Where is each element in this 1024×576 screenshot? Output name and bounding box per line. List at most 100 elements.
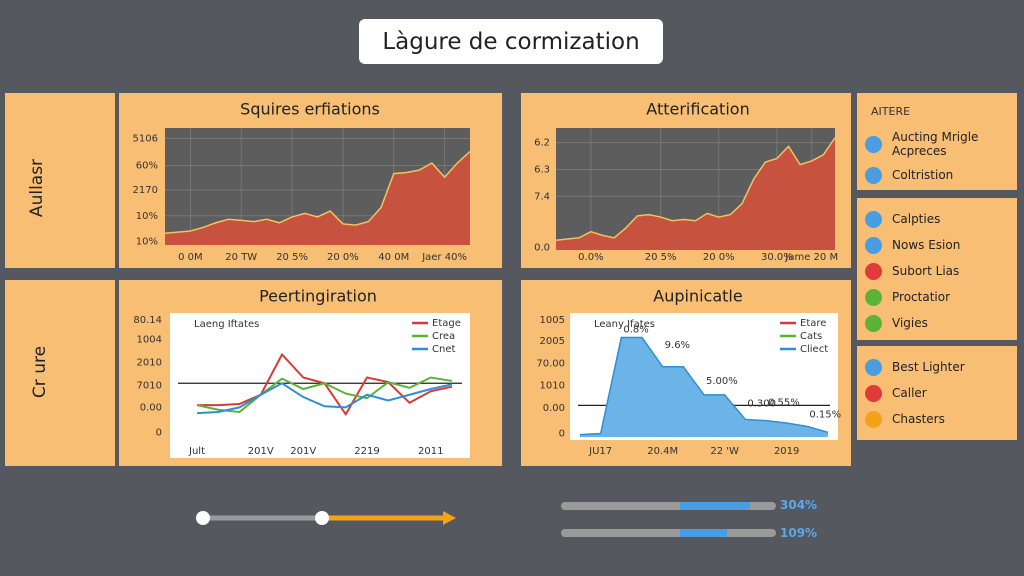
legend-text: Calpties: [892, 212, 941, 226]
legend-text: Subort Lias: [892, 264, 960, 278]
legend-label: Crea: [432, 331, 455, 342]
legend-dot: [865, 384, 882, 402]
legend-item: Vigies: [865, 310, 1009, 336]
legend-dot: [865, 236, 882, 254]
area-line: [555, 137, 836, 241]
legend-dot: [865, 314, 882, 332]
panel-title: AITERE: [871, 105, 911, 118]
x-tick-label: 20 5%: [276, 252, 308, 263]
legend-panel: AITERE Aucting Mrigle Acpreces Coltristion: [857, 93, 1017, 190]
legend-item: Subort Lias: [865, 258, 1009, 284]
y-tick-label: 6.3: [534, 164, 550, 175]
page-title: Làgure de cormization: [359, 19, 663, 64]
legend-panel: Best Lighter Caller Chasters: [857, 346, 1017, 440]
y-tick-label: 5106: [133, 134, 158, 145]
x-tick-label: 201V: [248, 446, 274, 457]
annotation: 5.00%: [706, 376, 738, 387]
annotation: 0.300: [747, 398, 776, 409]
legend-dot: [865, 358, 882, 376]
y-tick-label: 70.00: [536, 358, 565, 369]
legend-item: Calpties: [865, 206, 1009, 232]
legend-label: Etare: [800, 318, 826, 329]
progress-label: 109%: [780, 526, 818, 540]
y-tick-label: 10%: [136, 236, 158, 247]
x-tick-label: 2219: [354, 446, 379, 457]
legend-item: Caller: [865, 380, 1009, 406]
chart-title: Atterification: [646, 100, 749, 119]
legend-text: Coltristion: [892, 168, 954, 182]
x-tick-label: 0 0M: [178, 252, 203, 263]
y-tick-label: 2170: [133, 185, 158, 196]
annotation: 9.6%: [665, 340, 690, 351]
x-tick-label: 30.0%: [761, 252, 793, 263]
y-tick-label: 0.0: [534, 243, 550, 254]
legend-item: Nows Esion: [865, 232, 1009, 258]
legend-label: Cnet: [432, 344, 455, 355]
area-fill: [580, 337, 828, 437]
x-tick-label: Jult: [188, 446, 205, 457]
y-tick-label: 0.00: [140, 402, 162, 413]
x-tick-label: 22 'W: [710, 446, 739, 457]
y-tick-label: 0.00: [543, 403, 565, 414]
y-tick-label: 80.14: [133, 315, 162, 326]
annotation: 0.8%: [623, 325, 648, 336]
area-line: [579, 336, 829, 436]
legend-item: Proctatior: [865, 284, 1009, 310]
y-tick-label: 6.2: [534, 138, 550, 149]
legend-text: Nows Esion: [892, 238, 961, 252]
legend-label: Cliect: [800, 344, 828, 355]
y-tick-label: 10%: [136, 211, 158, 222]
progress-label: 304%: [780, 498, 818, 512]
x-tick-label: 20 0%: [703, 252, 735, 263]
legend-item: Aucting Mrigle Acpreces: [865, 126, 1009, 162]
x-tick-label: Jame 20 M: [784, 252, 838, 263]
chart-title: Aupinicatle: [653, 287, 742, 306]
legend-panel: Calpties Nows Esion Subort Lias Proctatior V…: [857, 198, 1017, 340]
x-tick-label: JU17: [588, 446, 612, 457]
legend-text: Best Lighter: [892, 360, 965, 374]
side-panel: [5, 93, 115, 268]
x-tick-label: Jaer 40%: [421, 252, 467, 263]
y-tick-label: 1005: [540, 315, 565, 326]
legend-text: Aucting Mrigle Acpreces: [892, 130, 979, 158]
legend-item: Coltristion: [865, 162, 1009, 188]
x-tick-label: 2011: [418, 446, 443, 457]
legend-dot: [865, 210, 882, 228]
legend-text: Caller: [892, 386, 927, 400]
chart-title: Squires erfiations: [240, 100, 380, 119]
y-tick-label: 2005: [540, 336, 565, 347]
area-line: [164, 150, 471, 235]
annotation: 0.55%: [768, 398, 800, 409]
y-tick-label: 0: [156, 428, 162, 439]
x-tick-label: 20 TW: [225, 252, 257, 263]
annotation: 0.15%: [809, 409, 841, 420]
y-tick-label: 60%: [136, 160, 158, 171]
legend-label: Etage: [432, 318, 461, 329]
legend-item: Chasters: [865, 406, 1009, 432]
legend-text: Proctatior: [892, 290, 951, 304]
legend-dot: [865, 262, 882, 280]
x-tick-label: 2019: [774, 446, 799, 457]
y-tick-label: 2010: [137, 358, 162, 369]
area-fill: [556, 137, 835, 250]
series-line: [196, 382, 453, 415]
x-tick-label: 201V: [290, 446, 316, 457]
y-tick-label: 7010: [137, 381, 162, 392]
slider-knob[interactable]: [315, 511, 329, 525]
x-tick-label: 40 0M: [378, 252, 409, 263]
legend-dot: [865, 135, 882, 153]
slider-knob[interactable]: [196, 511, 210, 525]
x-tick-label: 20.4M: [647, 446, 678, 457]
chart-subtitle: Laeng Iftates: [194, 319, 259, 330]
legend-dot: [865, 288, 882, 306]
legend-dot: [865, 410, 882, 428]
chart-subtitle: Leany Ifates: [594, 319, 655, 330]
legend-label: Cats: [800, 331, 822, 342]
chart-title: Peertingiration: [259, 287, 377, 306]
legend-text: Vigies: [892, 316, 928, 330]
x-tick-label: 20 0%: [327, 252, 359, 263]
y-tick-label: 7.4: [534, 191, 550, 202]
legend-text: Chasters: [892, 412, 945, 426]
